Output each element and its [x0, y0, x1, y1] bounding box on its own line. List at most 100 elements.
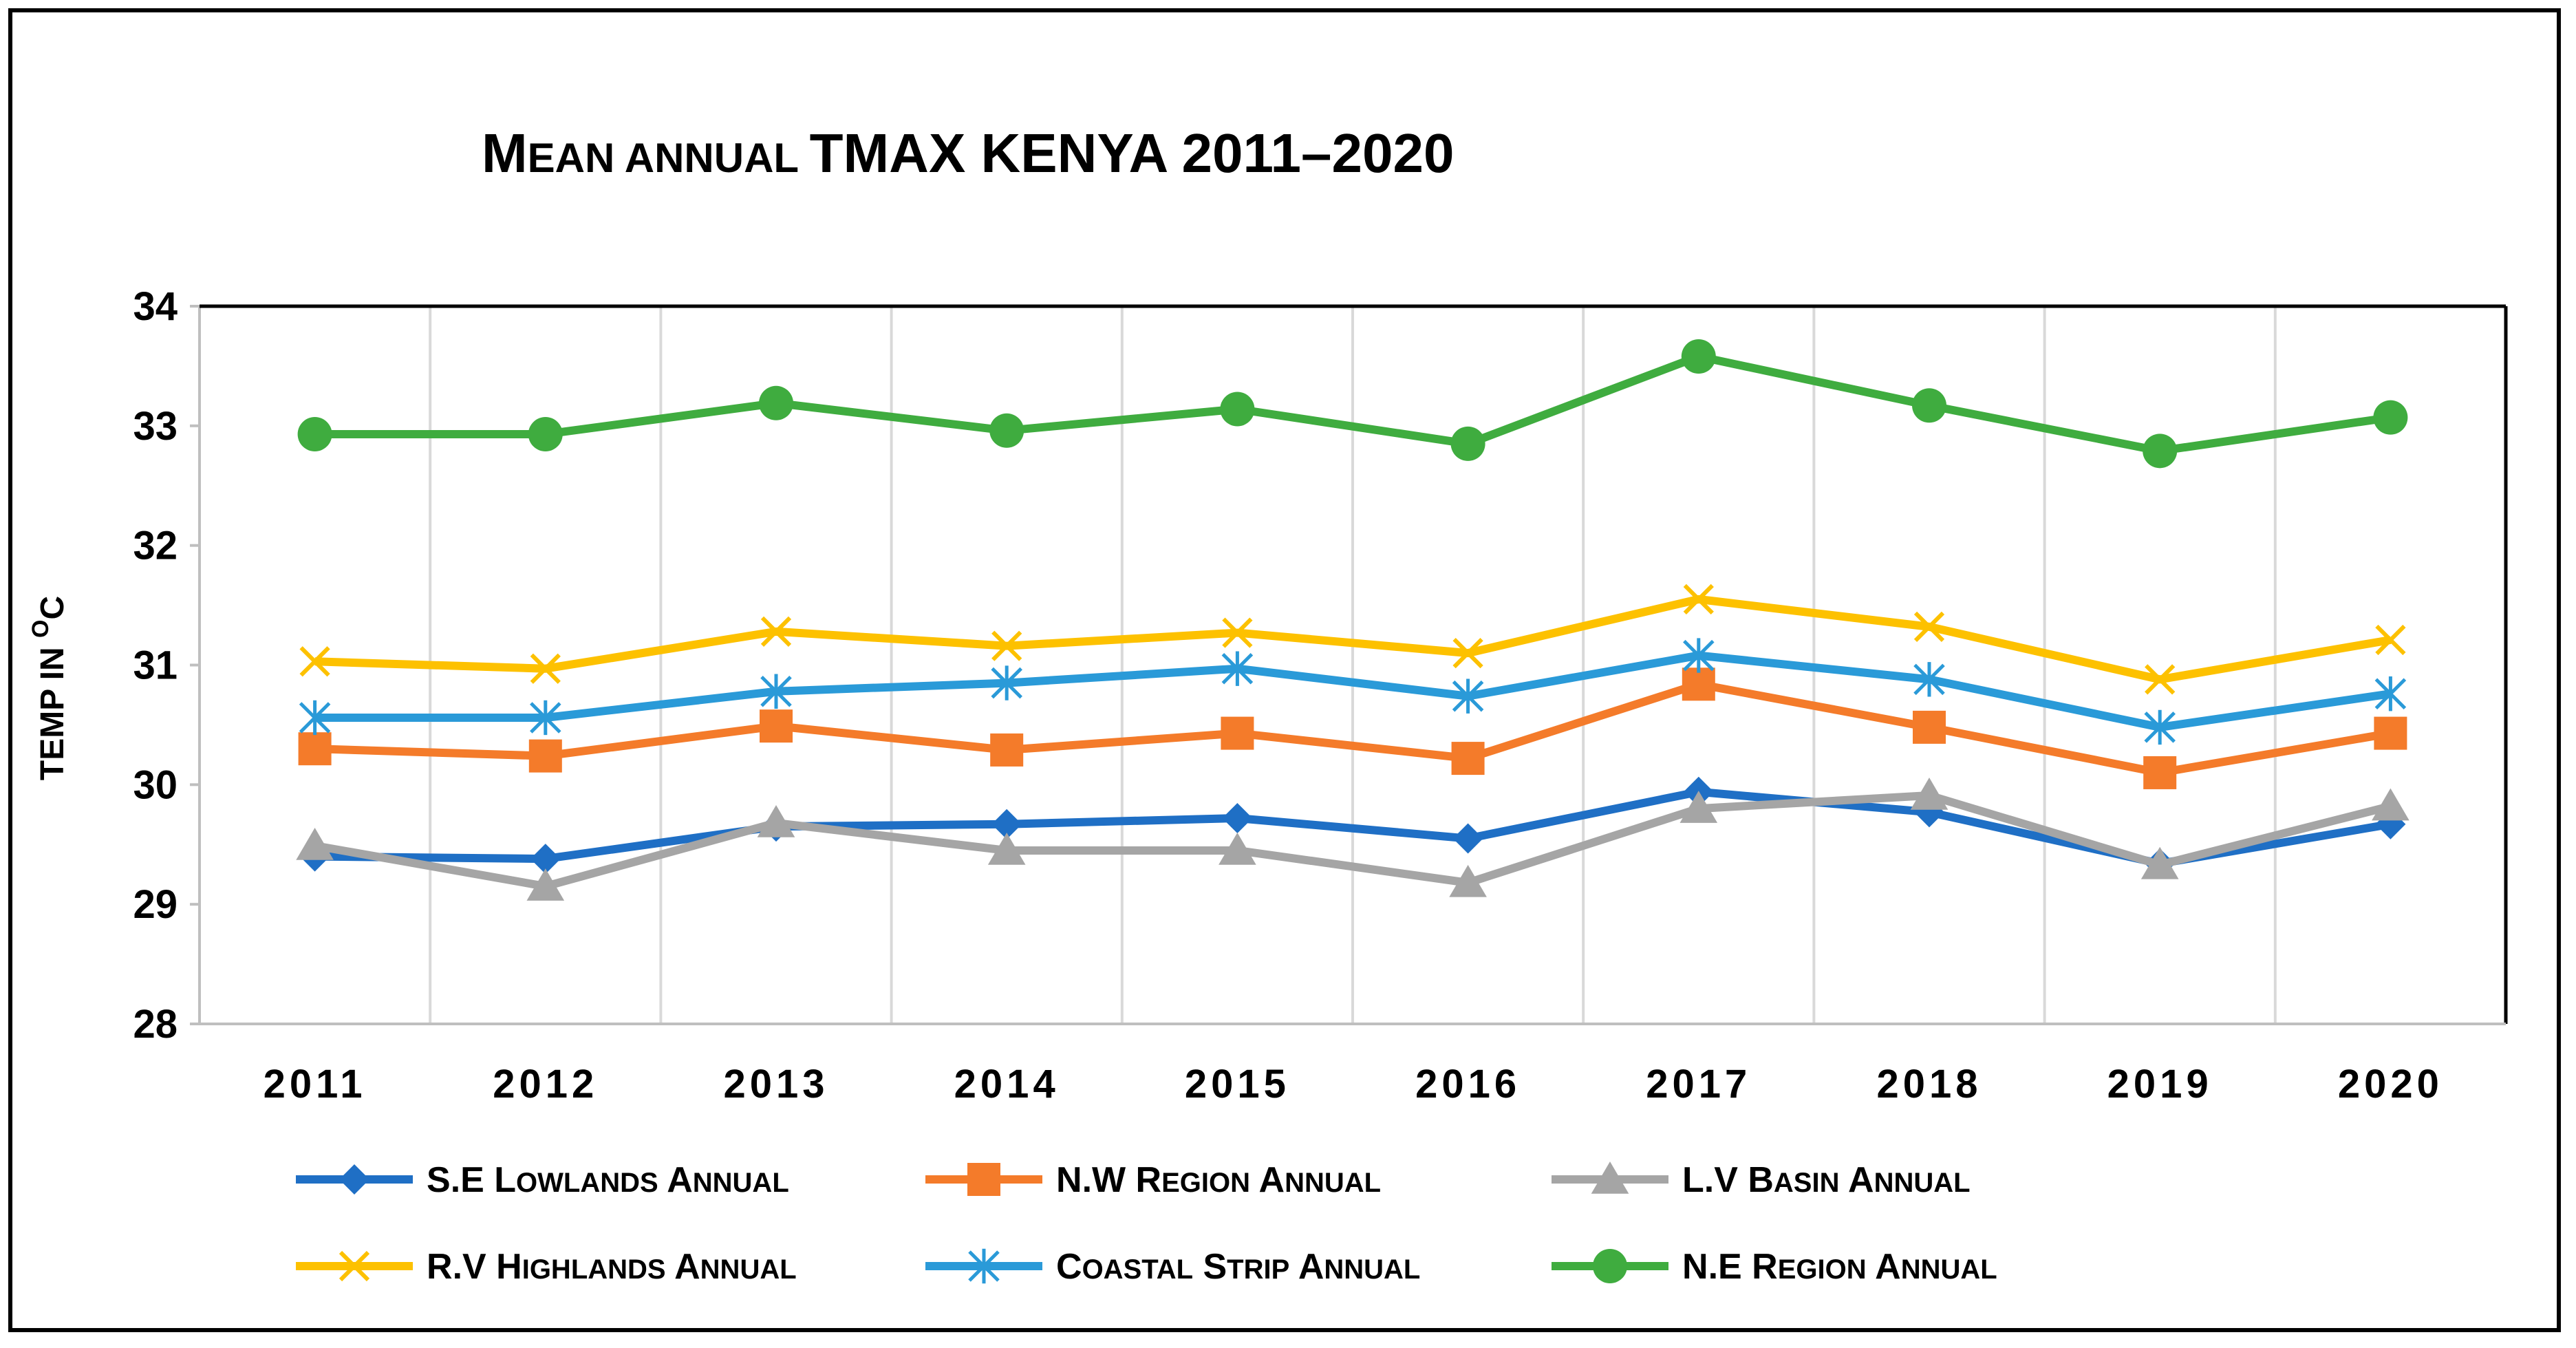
- x-tick-label: 2011: [264, 1062, 367, 1106]
- data-point-asterisk: [1683, 638, 1715, 673]
- series-line: [314, 352, 2392, 456]
- data-point-circle: [297, 417, 332, 452]
- legend-label: COASTAL STRIP ANNUAL: [1056, 1247, 1420, 1287]
- x-tick-label: 2015: [1185, 1062, 1290, 1106]
- title-part-1: M: [482, 122, 528, 184]
- title-part-3: TMAX KENYA 2011–2020: [810, 122, 1455, 184]
- series-line: [314, 651, 2392, 731]
- data-point-diamond: [1452, 823, 1483, 854]
- data-point-triangle: [1679, 791, 1718, 823]
- legend-item: R.V HIGHLANDS ANNUAL: [296, 1247, 797, 1287]
- data-point-triangle: [2372, 788, 2409, 821]
- series-line: [314, 595, 2392, 684]
- legend-label: L.V BASIN ANNUAL: [1682, 1160, 1971, 1200]
- data-point-x: [2145, 664, 2176, 695]
- legend-label: R.V HIGHLANDS ANNUAL: [427, 1247, 797, 1287]
- data-point-square: [2374, 716, 2407, 750]
- legend-item: N.W REGION ANNUAL: [925, 1160, 1381, 1200]
- series-n-e-region-annual: [297, 339, 2408, 469]
- data-point-diamond: [991, 809, 1022, 839]
- data-point-square: [990, 733, 1024, 767]
- data-point-x: [991, 630, 1022, 661]
- data-point-x: [760, 616, 792, 647]
- legend-label: N.E REGION ANNUAL: [1682, 1247, 1997, 1287]
- data-point-asterisk: [991, 665, 1022, 700]
- data-point-asterisk: [299, 700, 331, 736]
- data-point-asterisk: [2374, 676, 2407, 712]
- y-tick-label: 30: [133, 762, 178, 807]
- legend-marker-x: [339, 1250, 370, 1282]
- data-point-circle: [1450, 426, 1485, 461]
- data-point-x: [299, 646, 330, 677]
- y-tick-label: 32: [133, 524, 178, 568]
- legend-marker-triangle: [1591, 1162, 1629, 1194]
- series-line: [314, 680, 2392, 777]
- grid-lines: [429, 306, 2277, 1024]
- legend-item: L.V BASIN ANNUAL: [1552, 1160, 1971, 1200]
- data-point-square: [1913, 710, 1946, 744]
- data-point-x: [1222, 617, 1253, 648]
- y-tick-label: 34: [133, 284, 178, 329]
- y-tick-label: 29: [133, 882, 178, 927]
- data-point-circle: [1681, 339, 1716, 374]
- x-tick-label: 2018: [1876, 1062, 1982, 1106]
- data-point-triangle: [1449, 864, 1487, 897]
- x-tick-label: 2017: [1646, 1062, 1751, 1106]
- y-tick-label: 28: [133, 1002, 178, 1047]
- data-point-triangle: [987, 832, 1026, 865]
- legend-item: COASTAL STRIP ANNUAL: [925, 1247, 1420, 1287]
- data-point-diamond: [530, 844, 561, 875]
- data-point-x: [1452, 637, 1483, 669]
- data-point-square: [1451, 742, 1485, 775]
- data-point-asterisk: [1452, 678, 1484, 714]
- x-tick-label: 2019: [2107, 1062, 2213, 1106]
- x-tick-label: 2012: [493, 1062, 598, 1106]
- data-point-square: [1221, 716, 1254, 750]
- series-n-w-region-annual: [298, 667, 2407, 789]
- x-tick-label: 2016: [1415, 1062, 1521, 1106]
- legend-label: S.E LOWLANDS ANNUAL: [427, 1160, 789, 1200]
- series-line: [314, 791, 2392, 891]
- series-line: [314, 787, 2392, 868]
- data-point-circle: [1912, 388, 1946, 423]
- data-point-square: [760, 709, 793, 743]
- x-tick-label: 2013: [723, 1062, 828, 1106]
- data-point-circle: [989, 413, 1024, 448]
- y-axis-label: TEMP IN OC: [28, 596, 71, 780]
- chart-title: MEAN ANNUAL TMAX KENYA 2011–2020: [482, 122, 1455, 184]
- legend-marker-asterisk: [968, 1248, 1000, 1284]
- legend-marker-circle: [1593, 1249, 1627, 1283]
- data-point-x: [530, 653, 561, 684]
- legend-marker-diamond: [339, 1164, 369, 1195]
- data-point-asterisk: [760, 674, 792, 709]
- title-part-2: EAN ANNUAL: [528, 135, 810, 181]
- data-point-triangle: [296, 827, 334, 860]
- data-point-asterisk: [2144, 709, 2176, 745]
- legend-item: N.E REGION ANNUAL: [1552, 1247, 1997, 1287]
- series-lines: [296, 339, 2409, 901]
- x-tick-labels: 2011 2012 2013 2014 2015 2016 2017 2018 2019 2020: [264, 1062, 2443, 1106]
- data-point-asterisk: [530, 700, 561, 736]
- data-point-square: [528, 739, 562, 773]
- data-point-triangle: [526, 868, 565, 901]
- data-point-triangle: [1219, 832, 1256, 865]
- y-tick-label: 33: [133, 404, 178, 449]
- data-point-square: [2143, 756, 2177, 789]
- y-tick-label: 31: [133, 643, 178, 688]
- y-axis-label-superscript: O: [28, 620, 54, 638]
- data-point-asterisk: [1913, 662, 1945, 697]
- data-point-triangle: [757, 804, 795, 837]
- data-point-triangle: [1910, 777, 1949, 810]
- data-point-x: [2375, 624, 2406, 656]
- data-point-x: [1683, 584, 1714, 615]
- x-tick-label: 2014: [954, 1062, 1060, 1106]
- legend: S.E LOWLANDS ANNUAL N.W REGION ANNUAL L.V …: [296, 1160, 1997, 1287]
- series-coastal-strip-annual: [299, 638, 2407, 745]
- x-tick-label: 2020: [2338, 1062, 2443, 1106]
- y-axis-label-main: TEMP IN: [34, 638, 71, 780]
- series-r-v-highlands-annual: [299, 584, 2406, 695]
- legend-marker-square: [967, 1163, 1000, 1196]
- data-point-circle: [2143, 434, 2178, 469]
